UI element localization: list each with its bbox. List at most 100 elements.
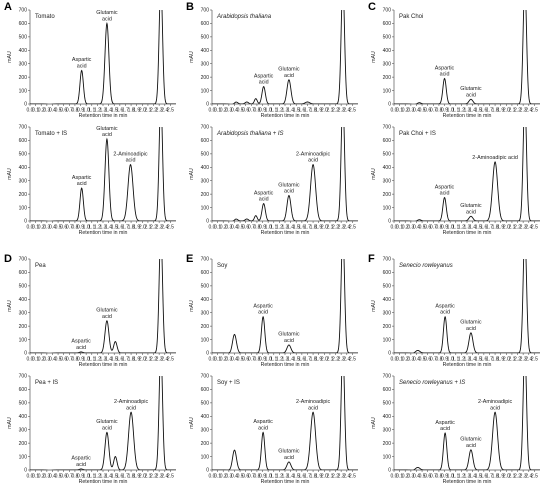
peak-label: Aspartic bbox=[72, 57, 92, 63]
y-tick-label: 100 bbox=[201, 88, 210, 94]
y-tick-label: 400 bbox=[19, 414, 28, 420]
chromatogram-trace bbox=[394, 232, 540, 353]
peak-label: acid bbox=[466, 209, 476, 215]
y-tick-label: 700 bbox=[201, 125, 210, 131]
peak-label: acid bbox=[308, 405, 318, 411]
y-tick-label: 600 bbox=[19, 138, 28, 144]
x-axis-title: Retention time in min bbox=[261, 479, 310, 485]
panel-letter: C bbox=[368, 1, 376, 13]
x-axis-title: Retention time in min bbox=[443, 230, 492, 236]
x-tick-label: 2.5 bbox=[531, 108, 538, 114]
peak-label: acid bbox=[440, 71, 450, 77]
peak-label: Aspartic bbox=[71, 339, 91, 345]
peak-label: acid bbox=[126, 405, 136, 411]
y-tick-label: 100 bbox=[19, 88, 28, 94]
y-tick-label: 200 bbox=[201, 75, 210, 81]
y-axis-title: mAU bbox=[7, 51, 13, 63]
peak-label: acid bbox=[259, 197, 269, 203]
x-axis-title: Retention time in min bbox=[443, 362, 492, 368]
peak-label: Aspartic bbox=[253, 304, 273, 310]
panel-letter: B bbox=[186, 1, 194, 13]
panel-letter: D bbox=[4, 253, 12, 265]
y-tick-label: 100 bbox=[383, 88, 392, 94]
peak-label: acid bbox=[258, 425, 268, 431]
chart-panel-0: 01002003004005006007000.00.10.20.30.40.5… bbox=[4, 0, 176, 119]
y-tick-label: 600 bbox=[201, 270, 210, 276]
y-tick-label: 700 bbox=[19, 374, 28, 380]
peak-label: Glutamic bbox=[278, 332, 300, 338]
y-tick-label: 500 bbox=[201, 401, 210, 407]
y-tick-label: 400 bbox=[201, 165, 210, 171]
peak-label: acid bbox=[102, 425, 112, 431]
panel-title: Soy bbox=[217, 263, 227, 269]
y-tick-label: 600 bbox=[19, 387, 28, 393]
y-tick-label: 200 bbox=[201, 441, 210, 447]
y-tick-label: 500 bbox=[383, 401, 392, 407]
y-tick-label: 300 bbox=[19, 310, 28, 316]
peak-label: acid bbox=[259, 80, 269, 86]
y-tick-label: 600 bbox=[383, 387, 392, 393]
y-tick-label: 700 bbox=[19, 8, 28, 14]
panel-title: Tomato bbox=[35, 14, 55, 20]
x-axis-title: Retention time in min bbox=[79, 113, 128, 119]
peak-label: acid bbox=[77, 63, 87, 69]
y-tick-label: 300 bbox=[201, 310, 210, 316]
y-tick-label: 200 bbox=[383, 324, 392, 330]
peak-label: Glutamic bbox=[460, 437, 482, 443]
y-axis-title: mAU bbox=[189, 51, 195, 63]
peak-label: acid bbox=[284, 188, 294, 194]
y-axis-title: mAU bbox=[7, 300, 13, 312]
x-tick-label: 2.5 bbox=[531, 225, 538, 231]
peak-label: Aspartic bbox=[254, 190, 274, 196]
peak-label: acid bbox=[308, 158, 318, 164]
y-tick-label: 600 bbox=[383, 138, 392, 144]
y-tick-label: 100 bbox=[201, 205, 210, 211]
y-tick-label: 500 bbox=[383, 152, 392, 158]
y-tick-label: 500 bbox=[19, 35, 28, 41]
peak-label: acid bbox=[466, 326, 476, 332]
y-tick-label: 200 bbox=[19, 192, 28, 198]
y-tick-label: 400 bbox=[383, 48, 392, 54]
y-tick-label: 700 bbox=[383, 374, 392, 380]
y-tick-label: 700 bbox=[19, 125, 28, 131]
peak-label: acid bbox=[102, 132, 112, 138]
y-tick-label: 600 bbox=[201, 21, 210, 27]
y-tick-label: 700 bbox=[383, 125, 392, 131]
peak-label: 2-Aminoadipic bbox=[478, 399, 512, 405]
peak-label: acid bbox=[76, 462, 86, 468]
chart-panel-8: 01002003004005006007000.00.10.20.30.40.5… bbox=[186, 232, 358, 368]
y-tick-label: 400 bbox=[201, 297, 210, 303]
x-tick-label: 2.5 bbox=[349, 474, 356, 480]
y-tick-label: 100 bbox=[383, 205, 392, 211]
peak-label: Glutamic bbox=[96, 126, 118, 132]
peak-label: Glutamic bbox=[96, 419, 118, 425]
y-tick-label: 300 bbox=[201, 178, 210, 184]
y-tick-label: 200 bbox=[19, 75, 28, 81]
x-axis-title: Retention time in min bbox=[79, 362, 128, 368]
peak-label: acid bbox=[466, 443, 476, 449]
y-tick-label: 700 bbox=[19, 257, 28, 263]
y-axis-title: mAU bbox=[189, 417, 195, 429]
x-axis-title: Retention time in min bbox=[443, 479, 492, 485]
y-tick-label: 200 bbox=[383, 75, 392, 81]
x-axis-title: Retention time in min bbox=[261, 230, 310, 236]
y-axis-title: mAU bbox=[371, 168, 377, 180]
y-tick-label: 300 bbox=[19, 61, 28, 67]
y-tick-label: 400 bbox=[383, 297, 392, 303]
y-axis-title: mAU bbox=[189, 168, 195, 180]
peak-label: acid bbox=[102, 16, 112, 22]
y-tick-label: 500 bbox=[19, 284, 28, 290]
peak-label: acid bbox=[76, 345, 86, 351]
y-tick-label: 600 bbox=[201, 387, 210, 393]
y-tick-label: 100 bbox=[19, 454, 28, 460]
peak-label: Aspartic bbox=[71, 456, 91, 462]
peak-label: acid bbox=[77, 181, 87, 187]
y-tick-label: 100 bbox=[383, 454, 392, 460]
x-tick-label: 2.5 bbox=[349, 357, 356, 363]
peak-label: acid bbox=[284, 73, 294, 79]
panel-title: Tomato + IS bbox=[35, 131, 67, 137]
panel-title: Arabidopsis thaliana bbox=[216, 14, 272, 20]
y-tick-label: 100 bbox=[383, 337, 392, 343]
y-tick-label: 100 bbox=[19, 337, 28, 343]
y-tick-label: 700 bbox=[201, 8, 210, 14]
